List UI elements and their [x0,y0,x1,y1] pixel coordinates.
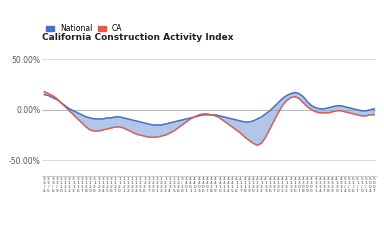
Legend: National, CA: National, CA [46,24,122,33]
Text: California Construction Activity Index: California Construction Activity Index [42,33,234,42]
